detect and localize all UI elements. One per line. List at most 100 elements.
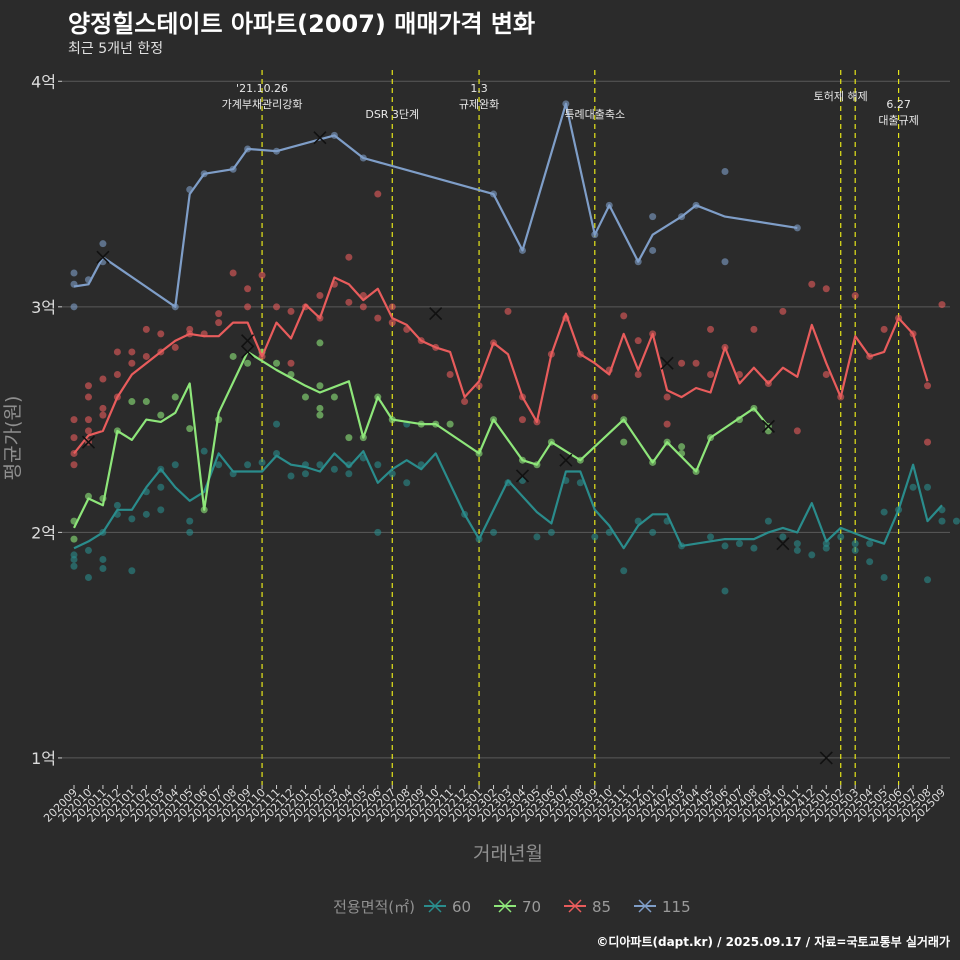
cross-marker [241,345,255,359]
y-axis-label: 평균가(원) [2,396,24,481]
series-line-70 [73,350,770,529]
legend-cross [568,899,582,913]
data-point [200,447,208,455]
data-point [330,393,338,401]
data-point [301,393,309,401]
cross-marker [761,419,775,433]
data-point [186,528,194,536]
data-point [84,393,92,401]
y-axis: 1억 2억 3억 4억 [31,72,62,768]
data-point [808,280,816,288]
grid-lines [62,80,950,759]
data-point [576,479,584,487]
data-point [316,411,324,419]
data-point [84,573,92,581]
cross-marker [429,307,443,321]
cross-stroke [819,751,833,765]
data-point [84,546,92,554]
data-point [707,370,715,378]
data-point [330,465,338,473]
data-point [678,359,686,367]
data-point [157,330,165,338]
data-point [273,420,281,428]
data-point [316,292,324,300]
legend-label: 115 [662,898,691,916]
data-point [186,517,194,525]
data-point [793,224,801,232]
data-point [808,551,816,559]
data-point [113,370,121,378]
data-point [70,551,78,559]
cross-stroke [761,419,775,433]
data-point [113,501,121,509]
cross-marker [241,334,255,348]
data-point [84,492,92,500]
x-axis: 2020092020102020112020122021012021022021… [41,785,948,825]
data-point [605,528,613,536]
legend-cross [428,899,442,913]
legend-cross [498,899,512,913]
data-point [678,443,686,451]
source-caption: ©디아파트(dapt.kr) / 2025.09.17 / 자료=국토교통부 실… [596,935,950,949]
data-point [287,472,295,480]
data-point [229,269,237,277]
data-point [952,517,960,525]
data-point [128,359,136,367]
data-point [620,567,628,575]
data-point [113,348,121,356]
data-point [345,253,353,261]
data-point [822,370,830,378]
data-point [84,382,92,390]
data-point [374,461,382,469]
series-lines [73,102,943,550]
data-point [316,339,324,347]
data-point [316,404,324,412]
data-point [171,343,179,351]
data-point [924,483,932,491]
chart-title: 양정힐스테이트 아파트(2007) 매매가격 변화 [68,10,536,38]
data-point [84,427,92,435]
data-point [128,398,136,406]
cross-markers [81,131,833,765]
cross-marker [515,469,530,483]
event-annotation: 토허제 해제 [814,89,868,103]
data-point [142,352,150,360]
data-point [822,285,830,293]
y-tick-label: 3억 [31,298,56,317]
data-point [244,461,252,469]
data-point [128,567,136,575]
cross-stroke [313,131,327,145]
data-point [244,303,252,311]
data-point [663,393,671,401]
data-point [388,319,396,327]
event-annotation: 대출규제 [878,114,918,127]
series-line-85 [73,276,929,455]
event-annotation: 1.3 [470,82,488,95]
data-point [301,470,309,478]
data-point [229,352,237,360]
data-point [128,515,136,523]
y-tick-label: 2억 [31,523,56,542]
data-point [851,540,859,548]
data-point [99,404,107,412]
legend-label: 85 [592,898,611,916]
series-line-60 [73,450,943,550]
data-point [157,411,165,419]
data-point [273,359,281,367]
data-point [258,271,266,279]
chart-subtitle: 최근 5개년 한정 [68,41,164,57]
data-point [142,325,150,333]
data-point [70,303,78,311]
cross-stroke [241,345,255,359]
data-point [721,587,729,595]
data-point [99,240,107,248]
data-point [649,213,657,221]
data-point [70,269,78,277]
data-point [128,348,136,356]
y-tick-label: 4억 [31,72,56,91]
data-point [70,434,78,442]
data-point [851,292,859,300]
data-point [924,438,932,446]
data-point [99,564,107,572]
